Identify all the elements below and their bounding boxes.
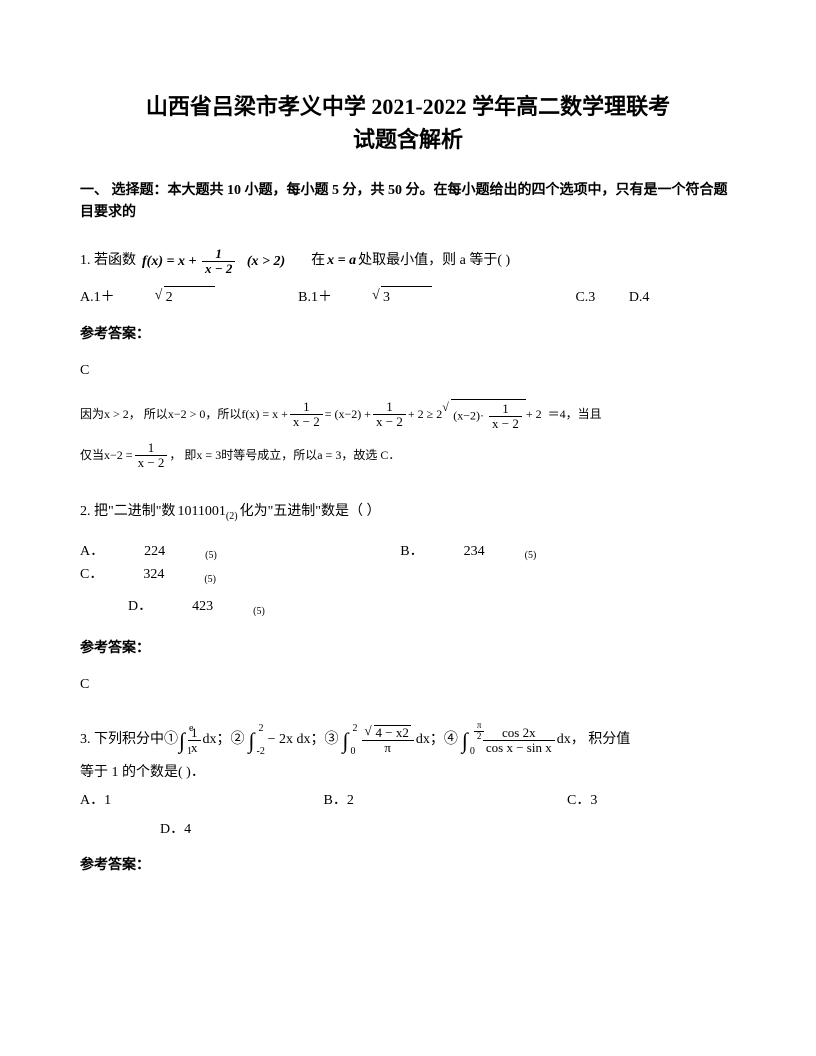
q2-opt-c: C．324(5) — [80, 564, 256, 588]
title-line1: 山西省吕梁市孝义中学 2021-2022 学年高二数学理联考 — [80, 90, 736, 123]
q2-opt-b: B．234(5) — [400, 541, 576, 565]
question-2: 2. 把"二进制"数 1011001(2) 化为"五进制"数是（ ） A．224… — [80, 501, 736, 697]
q2-opt-a: A．224(5) — [80, 541, 257, 565]
q1-opt-d: D.4 — [629, 287, 650, 309]
q1-opt-b: B.1＋3 — [298, 286, 472, 309]
integral-3: ∫20 — [342, 723, 348, 758]
q1-answer: C — [80, 360, 736, 382]
page-title: 山西省吕梁市孝义中学 2021-2022 学年高二数学理联考 试题含解析 — [80, 90, 736, 156]
q1-prefix: 1. 若函数 — [80, 250, 136, 272]
q1-func: f(x) = x + 1 x − 2 (x > 2) — [142, 247, 285, 277]
q3-line2: 等于 1 的个数是( )． — [80, 762, 736, 784]
q3-answer-label: 参考答案： — [80, 855, 736, 877]
q2-prefix: 2. 把"二进制"数 — [80, 501, 175, 523]
q3-opt-b: B．2 — [324, 790, 524, 812]
q1-xeqa: x = a — [327, 250, 356, 272]
integral-2: ∫2-2 — [249, 723, 255, 758]
q3-opt-a: A．1 — [80, 790, 280, 812]
q3-prefix: 3. 下列积分中① — [80, 729, 178, 751]
q1-options: A.1＋2 B.1＋3 C.3 D.4 — [80, 286, 736, 309]
q3-opt-c: C．3 — [567, 790, 597, 812]
q2-opt-d: D．423(5) — [128, 596, 736, 620]
q1-frac: 1 x − 2 — [202, 247, 235, 277]
integral-1: ∫e1 — [179, 723, 185, 758]
q1-explanation-1: 因为 x > 2 ， 所以 x−2 > 0 ，所以 f(x) = x + 1x … — [80, 399, 736, 432]
question-1: 1. 若函数 f(x) = x + 1 x − 2 (x > 2) 在 x = … — [80, 247, 736, 471]
integral-4: ∫π20 — [462, 723, 468, 758]
q2-answer-label: 参考答案： — [80, 638, 736, 660]
q2-answer: C — [80, 674, 736, 696]
q3-opt-d: D．4 — [160, 819, 736, 841]
title-line2: 试题含解析 — [80, 123, 736, 156]
q1-opt-a: A.1＋2 — [80, 286, 255, 309]
q3-options: A．1 B．2 C．3 D．4 — [80, 790, 736, 841]
q1-explanation-2: 仅当 x−2 = 1x − 2 ， 即 x = 3 时等号成立，所以 a = 3… — [80, 441, 736, 471]
q2-binary: 1011001(2) — [177, 501, 237, 525]
section-1-heading: 一、 选择题：本大题共 10 小题，每小题 5 分，共 50 分。在每小题给出的… — [80, 180, 736, 225]
q1-answer-label: 参考答案： — [80, 324, 736, 346]
q2-options: A．224(5) B．234(5) C．324(5) D．423(5) — [80, 541, 736, 620]
q1-opt-c: C.3 — [575, 287, 595, 309]
question-3: 3. 下列积分中① ∫e1 1x dx；② ∫2-2 − 2x dx ；③ ∫2… — [80, 723, 736, 878]
